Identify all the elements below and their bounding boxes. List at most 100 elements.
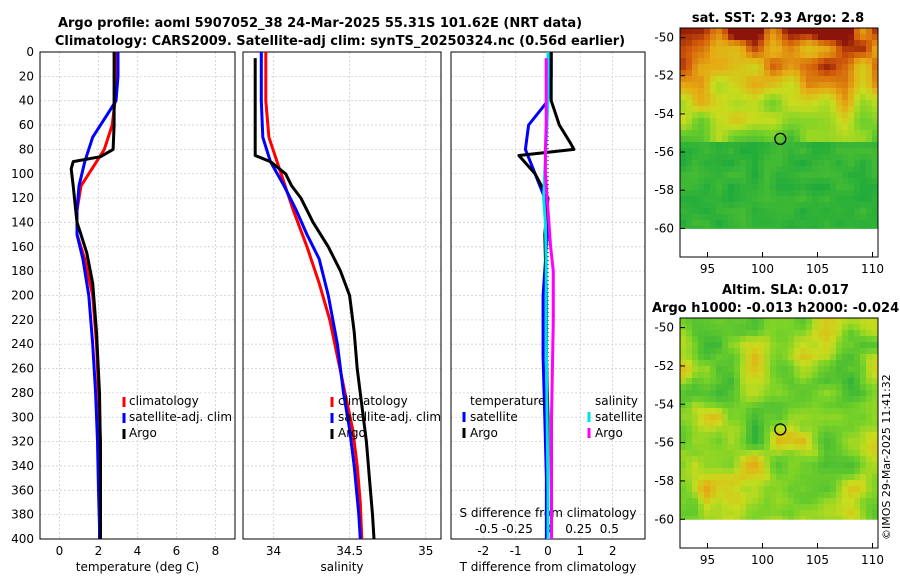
map-cell — [800, 82, 807, 89]
map-cell — [716, 324, 723, 331]
map-cell — [836, 76, 843, 83]
map-cell — [746, 432, 753, 439]
map-cell — [740, 390, 747, 397]
map-cell — [722, 190, 729, 197]
map-cell — [818, 160, 825, 167]
map-cell — [848, 348, 855, 355]
map-cell — [842, 214, 849, 221]
map-cell — [704, 438, 711, 445]
map-cell — [818, 190, 825, 197]
map-cell — [698, 52, 705, 59]
map-cell — [698, 420, 705, 427]
map-cell — [788, 348, 795, 355]
map-cell — [704, 40, 711, 47]
map-cell — [692, 196, 699, 203]
map-cell — [860, 208, 867, 215]
map-cell — [710, 498, 717, 505]
map-cell — [800, 504, 807, 511]
map-cell — [800, 456, 807, 463]
map-cell — [848, 148, 855, 155]
map-cell — [872, 52, 879, 59]
map-cell — [818, 318, 825, 325]
map-cell — [848, 396, 855, 403]
map-cell — [800, 184, 807, 191]
map-cell — [692, 414, 699, 421]
map-cell — [734, 112, 741, 119]
map-cell — [764, 58, 771, 65]
map-cell — [752, 450, 759, 457]
map-cell — [680, 100, 687, 107]
map-cell — [818, 34, 825, 41]
map-cell — [740, 486, 747, 493]
map-cell — [758, 456, 765, 463]
map-cell — [680, 28, 687, 35]
map-cell — [734, 330, 741, 337]
map-cell — [794, 100, 801, 107]
map-cell — [764, 450, 771, 457]
map-cell — [830, 100, 837, 107]
map-cell — [860, 474, 867, 481]
map-cell — [764, 426, 771, 433]
map-cell — [830, 76, 837, 83]
map-cell — [872, 474, 879, 481]
map-cell — [692, 456, 699, 463]
map-cell — [830, 106, 837, 113]
map-cell — [818, 510, 825, 517]
map-cell — [848, 462, 855, 469]
map-cell — [872, 208, 879, 215]
map-cell — [764, 76, 771, 83]
map-cell — [860, 402, 867, 409]
map-cell — [716, 468, 723, 475]
map-cell — [812, 348, 819, 355]
map-cell — [836, 208, 843, 215]
map-cell — [836, 100, 843, 107]
map-cell — [860, 34, 867, 41]
map-cell — [758, 202, 765, 209]
map-cell — [770, 420, 777, 427]
map-cell — [788, 444, 795, 451]
map-cell — [776, 40, 783, 47]
map-cell — [728, 112, 735, 119]
map-cell — [842, 504, 849, 511]
map-cell — [860, 408, 867, 415]
map-cell — [800, 402, 807, 409]
map-cell — [848, 208, 855, 215]
map-cell — [836, 118, 843, 125]
map-cell — [860, 504, 867, 511]
map-cell — [740, 444, 747, 451]
map-cell — [734, 136, 741, 143]
map-cell — [842, 40, 849, 47]
map-cell — [866, 450, 873, 457]
map-cell — [818, 468, 825, 475]
map-cell — [728, 82, 735, 89]
map-cell — [746, 82, 753, 89]
map-cell — [842, 52, 849, 59]
map-cell — [734, 82, 741, 89]
map-cell — [776, 154, 783, 161]
map-cell — [698, 354, 705, 361]
map-cell — [818, 184, 825, 191]
map-cell — [830, 372, 837, 379]
map-cell — [824, 390, 831, 397]
map-cell — [818, 82, 825, 89]
map-cell — [770, 360, 777, 367]
map-cell — [728, 178, 735, 185]
map-cell — [746, 124, 753, 131]
map-cell — [752, 360, 759, 367]
map-cell — [692, 124, 699, 131]
map-cell — [800, 492, 807, 499]
map-cell — [812, 402, 819, 409]
map-cell — [752, 438, 759, 445]
map-cell — [782, 154, 789, 161]
map-cell — [806, 342, 813, 349]
map-x-tick-label: 105 — [806, 553, 829, 567]
map-cell — [758, 438, 765, 445]
map-cell — [782, 40, 789, 47]
map-cell — [704, 498, 711, 505]
map-cell — [782, 516, 789, 520]
map-cell — [752, 432, 759, 439]
map-cell — [776, 190, 783, 197]
map-cell — [794, 202, 801, 209]
map-cell — [866, 148, 873, 155]
map-cell — [710, 184, 717, 191]
